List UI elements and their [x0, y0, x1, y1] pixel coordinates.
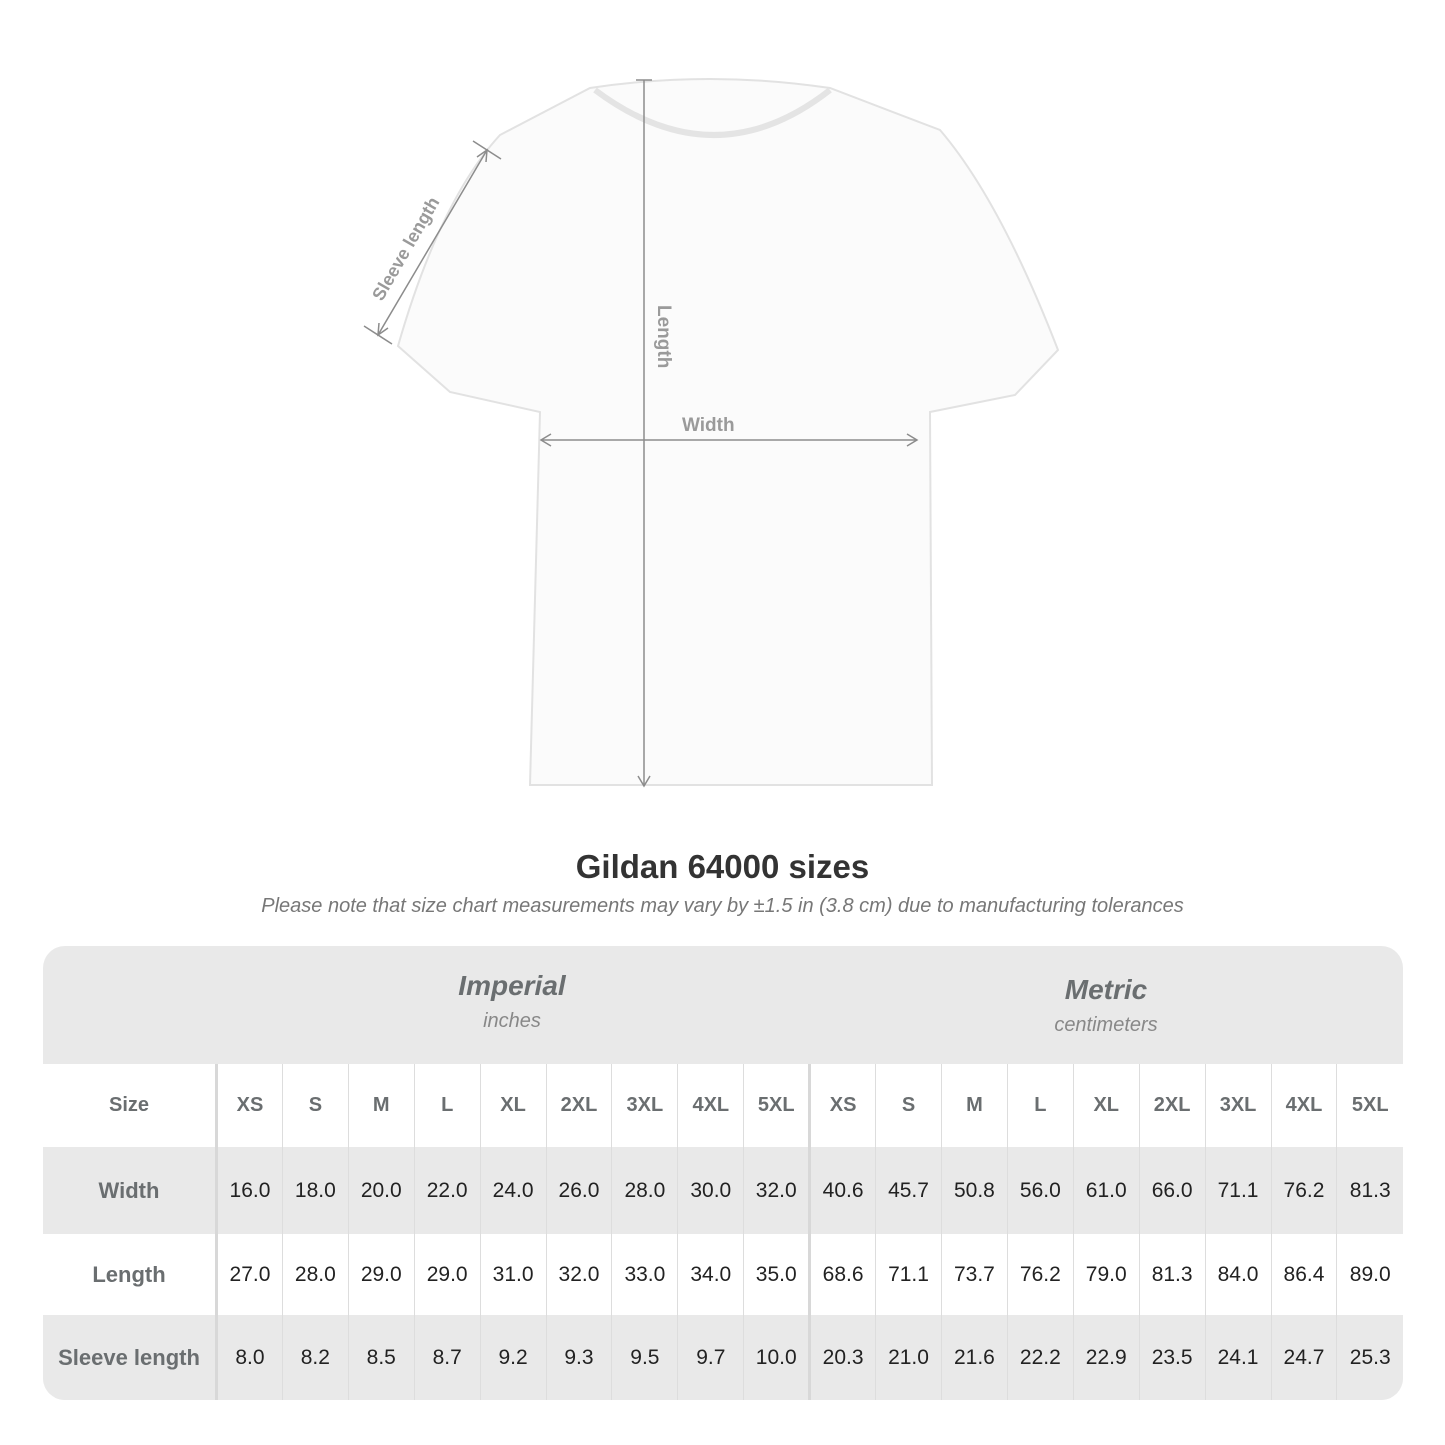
metric-size-M: M: [940, 1064, 1008, 1147]
imperial-cell: 26.0: [545, 1147, 612, 1234]
metric-size-XS: XS: [808, 1064, 876, 1147]
size-header-row: Size XS S M L XL 2XL 3XL 4XL 5XL XS S M L XL 2XL 3XL 4XL 5…: [43, 1064, 1403, 1147]
imperial-size-4XL: 4XL: [677, 1064, 744, 1147]
imperial-cell: 22.0: [413, 1147, 481, 1234]
table-row: Length 27.0 28.0 29.0 29.0 31.0 32.0 33.0 34.0 35…: [43, 1234, 1403, 1315]
imperial-cell: 8.5: [347, 1315, 415, 1400]
metric-cell: 81.3: [1336, 1147, 1403, 1234]
imperial-cell: 32.0: [743, 1147, 810, 1234]
imperial-cell: 32.0: [545, 1234, 612, 1315]
tshirt-collar: [593, 87, 832, 138]
table-row: Width 16.0 18.0 20.0 22.0 24.0 26.0 28.0 30.0 32.…: [43, 1147, 1403, 1234]
metric-unit: centimeters: [1054, 1014, 1158, 1036]
metric-cell: 76.2: [1006, 1234, 1074, 1315]
imperial-cell: 10.0: [743, 1315, 810, 1400]
metric-cell: 25.3: [1336, 1315, 1403, 1400]
metric-cell: 40.6: [808, 1147, 876, 1234]
imperial-cell: 28.0: [611, 1147, 678, 1234]
metric-cell: 71.1: [1204, 1147, 1271, 1234]
imperial-cell: 8.2: [281, 1315, 349, 1400]
imperial-cell: 9.5: [611, 1315, 678, 1400]
imperial-cell: 9.7: [677, 1315, 744, 1400]
imperial-cell: 18.0: [281, 1147, 349, 1234]
imperial-cell: 24.0: [479, 1147, 547, 1234]
metric-group: Metric centimeters: [809, 946, 1403, 1064]
imperial-cell: 27.0: [216, 1234, 283, 1315]
metric-cell: 23.5: [1138, 1315, 1206, 1400]
metric-cell: 45.7: [875, 1147, 942, 1234]
metric-size-XL: XL: [1072, 1064, 1140, 1147]
metric-size-4XL: 4XL: [1270, 1064, 1337, 1147]
metric-cell: 84.0: [1204, 1234, 1271, 1315]
metric-cell: 56.0: [1006, 1147, 1074, 1234]
metric-cell: 22.2: [1006, 1315, 1074, 1400]
metric-cell: 81.3: [1138, 1234, 1206, 1315]
row-label: Width: [43, 1147, 218, 1234]
metric-cell: 73.7: [940, 1234, 1008, 1315]
metric-cell: 20.3: [808, 1315, 876, 1400]
metric-cell: 50.8: [940, 1147, 1008, 1234]
metric-size-3XL: 3XL: [1204, 1064, 1271, 1147]
metric-cell: 86.4: [1270, 1234, 1337, 1315]
imperial-cell: 8.7: [413, 1315, 481, 1400]
imperial-group: Imperial inches: [215, 946, 809, 1064]
metric-size-S: S: [875, 1064, 942, 1147]
metric-cell: 21.6: [940, 1315, 1008, 1400]
imperial-cell: 29.0: [413, 1234, 481, 1315]
imperial-size-S: S: [281, 1064, 349, 1147]
metric-size-2XL: 2XL: [1138, 1064, 1206, 1147]
imperial-cell: 9.2: [479, 1315, 547, 1400]
metric-cell: 21.0: [875, 1315, 942, 1400]
table-row: Sleeve length 8.0 8.2 8.5 8.7 9.2 9.3 9.5 9.7 10.…: [43, 1315, 1403, 1400]
row-label: Length: [43, 1234, 218, 1315]
tshirt-diagram: Sleeve length Length Width: [363, 78, 1060, 788]
width-label: Width: [682, 415, 735, 436]
length-label: Length: [653, 305, 674, 368]
imperial-unit: inches: [483, 1010, 541, 1032]
imperial-size-XL: XL: [479, 1064, 547, 1147]
imperial-cell: 31.0: [479, 1234, 547, 1315]
imperial-cell: 35.0: [743, 1234, 810, 1315]
metric-size-L: L: [1006, 1064, 1074, 1147]
tolerance-note: Please note that size chart measurements…: [261, 895, 1184, 917]
imperial-size-XS: XS: [216, 1064, 283, 1147]
size-label: Size: [43, 1064, 218, 1147]
imperial-cell: 8.0: [216, 1315, 283, 1400]
metric-title: Metric: [1064, 974, 1148, 1005]
metric-size-5XL: 5XL: [1336, 1064, 1403, 1147]
metric-cell: 22.9: [1072, 1315, 1140, 1400]
size-table: Imperial inches Metric centimeters Size X…: [43, 946, 1403, 1400]
imperial-cell: 33.0: [611, 1234, 678, 1315]
sleeve-arrow: [377, 149, 488, 336]
size-grid: Size XS S M L XL 2XL 3XL 4XL 5XL XS S M L XL 2XL 3XL 4XL 5…: [43, 1064, 1403, 1400]
metric-cell: 89.0: [1336, 1234, 1403, 1315]
row-label: Sleeve length: [43, 1315, 218, 1400]
metric-cell: 24.7: [1270, 1315, 1337, 1400]
imperial-cell: 16.0: [216, 1147, 283, 1234]
imperial-size-2XL: 2XL: [545, 1064, 612, 1147]
imperial-cell: 9.3: [545, 1315, 612, 1400]
metric-cell: 24.1: [1204, 1315, 1271, 1400]
metric-cell: 61.0: [1072, 1147, 1140, 1234]
metric-cell: 76.2: [1270, 1147, 1337, 1234]
metric-cell: 66.0: [1138, 1147, 1206, 1234]
imperial-size-3XL: 3XL: [611, 1064, 678, 1147]
imperial-size-5XL: 5XL: [743, 1064, 810, 1147]
metric-cell: 71.1: [875, 1234, 942, 1315]
imperial-size-L: L: [413, 1064, 481, 1147]
imperial-cell: 30.0: [677, 1147, 744, 1234]
imperial-cell: 28.0: [281, 1234, 349, 1315]
imperial-cell: 29.0: [347, 1234, 415, 1315]
metric-cell: 68.6: [808, 1234, 876, 1315]
imperial-title: Imperial: [458, 970, 566, 1001]
imperial-size-M: M: [347, 1064, 415, 1147]
imperial-cell: 34.0: [677, 1234, 744, 1315]
page-title: Gildan 64000 sizes: [575, 848, 870, 885]
metric-cell: 79.0: [1072, 1234, 1140, 1315]
imperial-cell: 20.0: [347, 1147, 415, 1234]
